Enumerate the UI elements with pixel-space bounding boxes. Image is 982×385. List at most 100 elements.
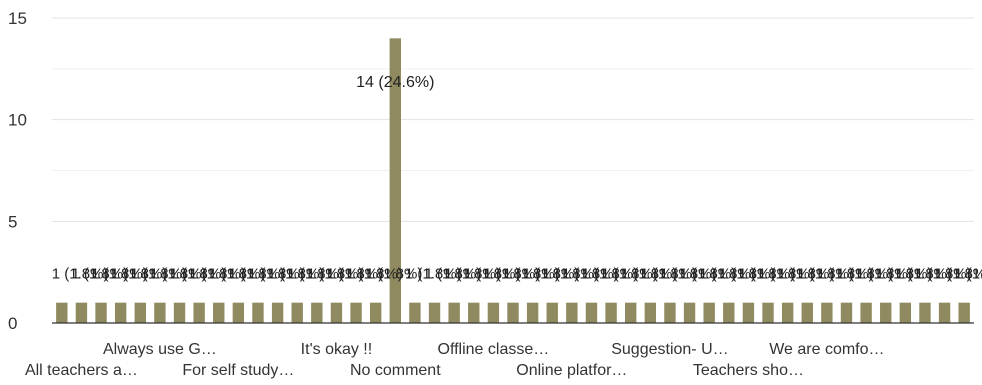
y-tick-label: 0 — [8, 314, 17, 333]
data-label: 1 (1.8%) — [601, 266, 658, 283]
data-label: 1 (1.8%) — [562, 266, 619, 283]
y-tick-label: 10 — [8, 111, 27, 130]
data-label: 14 (24.6%) — [356, 74, 434, 91]
data-label: 1 (1.8%) — [425, 266, 482, 283]
data-label: 1 (1.8%) — [307, 266, 364, 283]
bar — [958, 302, 970, 323]
data-label: 1 (1.8%) — [170, 266, 227, 283]
data-label: 1 (1.8%) — [581, 266, 638, 283]
data-label: 1 (1.8%) — [935, 266, 982, 283]
bar — [428, 302, 441, 323]
x-category-label: Offline classe… — [438, 341, 550, 358]
data-label: 1 (1.8%) — [405, 266, 462, 283]
bar — [664, 302, 676, 323]
data-label: 1 (1.8%) — [640, 266, 697, 283]
y-tick-label: 15 — [8, 9, 27, 28]
bar — [566, 302, 578, 323]
bar — [173, 302, 186, 323]
grid-layer — [52, 17, 974, 273]
bar — [526, 302, 539, 323]
bar — [232, 302, 245, 323]
bar — [625, 302, 637, 323]
x-category-label: We are comfo… — [769, 341, 884, 358]
bar — [585, 302, 598, 323]
x-category-label: Online platfor… — [516, 362, 627, 379]
bar — [154, 302, 166, 323]
y-tick-label: 5 — [8, 212, 17, 231]
bar — [271, 302, 284, 323]
bar — [291, 302, 303, 323]
x-category-label: It's okay !! — [301, 341, 373, 358]
data-label: 1 (1.8%) — [876, 266, 933, 283]
data-label: 1 (1.8%) — [699, 266, 756, 283]
bar — [330, 302, 343, 323]
bar — [389, 38, 401, 323]
data-label: 1 (1.8%) — [444, 266, 501, 283]
y-axis-ticks: 0 5 10 15 — [8, 9, 27, 333]
bar — [880, 302, 892, 323]
data-label: 1 (1.8%) — [523, 266, 580, 283]
data-label: 1 (1.8%) — [326, 266, 383, 283]
data-label: 1 (1.8%) — [111, 266, 168, 283]
data-label: 1 (1.8%) — [660, 266, 717, 283]
data-label: 1 (1.8%) — [228, 266, 285, 283]
data-label: 1 (1.8%) — [954, 266, 982, 283]
bar — [409, 302, 421, 323]
x-category-label: For self study… — [182, 362, 294, 379]
data-label: 1 (1.8%) — [758, 266, 815, 283]
x-category-label: All teachers a… — [25, 362, 138, 379]
data-label: 1 (1.8%) — [150, 266, 207, 283]
data-label: 1 (1.8%) — [130, 266, 187, 283]
x-category-label: Always use G… — [103, 341, 217, 358]
bar — [644, 302, 657, 323]
bar — [507, 302, 519, 323]
data-label: 1 (1.8%) — [483, 266, 540, 283]
data-label: 1 (1.8%) — [287, 266, 344, 283]
bar — [487, 302, 500, 323]
data-label: 1 (1.8%) — [915, 266, 972, 283]
data-label: 1 (1.8%) — [542, 266, 599, 283]
bar — [703, 302, 715, 323]
data-label: 1 (1.8%) — [856, 266, 913, 283]
x-category-label: Suggestion- U… — [611, 341, 728, 358]
data-label: 1 (1.8%) — [680, 266, 737, 283]
data-label: 1 (1.8%) — [621, 266, 678, 283]
data-label: 1 (1.8%) — [778, 266, 835, 283]
x-axis-labels: All teachers a… Always use G… For self stu… — [25, 341, 885, 379]
data-label: 1 (1.8%) — [366, 266, 423, 283]
data-label: 1 (1.8%) — [52, 266, 109, 283]
data-label: 1 (1.8%) — [91, 266, 148, 283]
bar — [781, 302, 794, 323]
data-labels: 1 (1.8%)1 (1.8%)1 (1.8%)1 (1.8%)1 (1.8%)… — [52, 74, 982, 283]
data-label: 1 (1.8%) — [248, 266, 305, 283]
bar — [840, 302, 853, 323]
bar — [95, 302, 107, 323]
bar — [56, 302, 68, 323]
data-label: 1 (1.8%) — [464, 266, 521, 283]
data-label: 1 (1.8%) — [836, 266, 893, 283]
bar — [860, 302, 872, 323]
bar — [821, 302, 833, 323]
bar — [114, 302, 127, 323]
bar — [938, 302, 951, 323]
data-label: 1 (1.8%) — [503, 266, 560, 283]
data-label: 1 (1.8%) — [738, 266, 795, 283]
bar — [350, 302, 362, 323]
bar — [723, 302, 735, 323]
bar — [742, 302, 755, 323]
bar — [448, 302, 460, 323]
bar — [75, 302, 88, 323]
data-label: 1 (1.8%) — [209, 266, 266, 283]
bar — [134, 302, 146, 323]
bar — [468, 302, 480, 323]
data-label: 1 (1.8%) — [817, 266, 874, 283]
data-label: 1 (1.8%) — [346, 266, 403, 283]
bar — [605, 302, 617, 323]
x-category-label: No comment — [350, 362, 441, 379]
bar — [369, 302, 382, 323]
bar — [546, 302, 558, 323]
data-label: 1 (1.8%) — [268, 266, 325, 283]
data-label: 1 (1.8%) — [719, 266, 776, 283]
